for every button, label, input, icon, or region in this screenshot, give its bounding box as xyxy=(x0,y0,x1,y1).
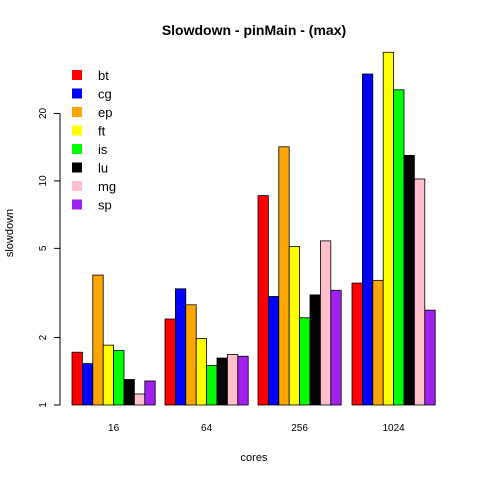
legend-swatch-lu xyxy=(72,163,82,173)
legend-swatch-cg xyxy=(72,89,82,99)
y-tick-label: 5 xyxy=(38,245,49,251)
y-tick-label: 20 xyxy=(38,107,49,119)
legend-label-cg: cg xyxy=(98,87,112,102)
legend-label-ep: ep xyxy=(98,105,112,120)
bar-lu-16 xyxy=(124,379,134,405)
bar-ep-256 xyxy=(279,147,289,405)
legend-label-bt: bt xyxy=(98,68,109,83)
bar-sp-16 xyxy=(145,381,155,405)
bar-mg-64 xyxy=(227,355,237,405)
bar-ft-256 xyxy=(289,246,299,405)
bar-sp-256 xyxy=(331,290,341,405)
bar-is-256 xyxy=(300,318,310,405)
bar-ep-1024 xyxy=(373,280,383,405)
bar-lu-256 xyxy=(310,295,320,405)
legend-label-lu: lu xyxy=(98,161,108,176)
bar-mg-256 xyxy=(320,241,330,405)
x-tick-label-1024: 1024 xyxy=(382,423,405,434)
bar-ep-16 xyxy=(93,275,103,405)
bar-sp-64 xyxy=(238,356,248,405)
y-tick-label: 1 xyxy=(38,402,49,408)
bar-is-1024 xyxy=(394,90,404,405)
bar-mg-1024 xyxy=(414,179,424,405)
chart-title: Slowdown - pinMain - (max) xyxy=(162,22,346,38)
legend-label-mg: mg xyxy=(98,179,116,194)
legend-swatch-ep xyxy=(72,107,82,117)
bar-lu-1024 xyxy=(404,155,414,405)
bar-is-64 xyxy=(207,366,217,405)
x-tick-label-16: 16 xyxy=(108,423,120,434)
legend-label-ft: ft xyxy=(98,124,106,139)
bar-cg-1024 xyxy=(362,74,372,405)
x-axis-label: cores xyxy=(241,452,268,464)
bar-cg-256 xyxy=(268,296,278,405)
legend-swatch-bt xyxy=(72,70,82,80)
legend-label-is: is xyxy=(98,142,108,157)
bar-ft-16 xyxy=(103,345,113,405)
bar-bt-16 xyxy=(72,352,82,405)
y-tick-label: 10 xyxy=(38,175,49,187)
legend-swatch-mg xyxy=(72,181,82,191)
bar-sp-1024 xyxy=(425,310,435,405)
legend-label-sp: sp xyxy=(98,198,112,213)
x-tick-label-256: 256 xyxy=(291,423,308,434)
bar-ep-64 xyxy=(186,305,196,405)
x-tick-label-64: 64 xyxy=(201,423,213,434)
legend-swatch-is xyxy=(72,144,82,154)
y-axis-label: slowdown xyxy=(4,209,16,257)
bar-ft-1024 xyxy=(383,52,393,405)
bar-cg-16 xyxy=(82,364,92,405)
legend-swatch-ft xyxy=(72,126,82,136)
legend-swatch-sp xyxy=(72,200,82,210)
bar-is-16 xyxy=(114,351,124,405)
y-tick-label: 2 xyxy=(38,334,49,340)
bar-mg-16 xyxy=(134,394,144,405)
bar-cg-64 xyxy=(175,289,185,405)
bar-bt-1024 xyxy=(352,283,362,405)
bar-bt-64 xyxy=(165,319,175,405)
bar-bt-256 xyxy=(258,196,268,405)
bar-ft-64 xyxy=(196,339,206,405)
bar-lu-64 xyxy=(217,358,227,405)
